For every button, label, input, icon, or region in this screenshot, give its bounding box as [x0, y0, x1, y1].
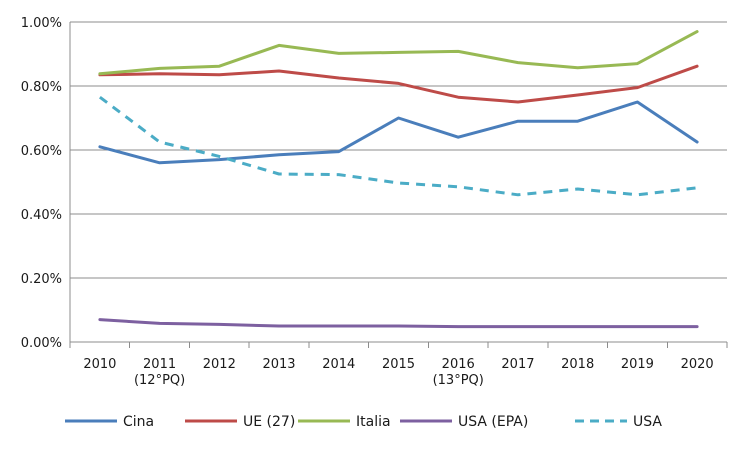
legend-label: Cina: [123, 414, 154, 430]
legend-label: Italia: [356, 414, 391, 430]
series-lines: [98, 30, 699, 329]
y-axis-tick-labels: 0.00% 0.20% 0.40% 0.60% 0.80% 1.00%: [21, 16, 62, 351]
y-tick-label: 0.00%: [21, 336, 62, 351]
x-tick-label: 2010: [83, 357, 116, 372]
x-tick-label: 2016: [442, 357, 475, 372]
x-tick-label: 2017: [501, 357, 534, 372]
y-tick-label: 0.40%: [21, 208, 62, 223]
axes: [69, 22, 728, 348]
y-tick-label: 0.60%: [21, 144, 62, 159]
legend-label: UE (27): [243, 414, 295, 430]
series-line-italia: [98, 30, 699, 76]
x-tick-label: 2020: [681, 357, 714, 372]
x-tick-label: 2019: [621, 357, 654, 372]
x-tick-label: (12°PQ): [134, 373, 185, 388]
x-tick-label: 2013: [262, 357, 295, 372]
x-tick-label: 2012: [203, 357, 236, 372]
series-line-ue-27: [98, 64, 699, 104]
y-tick-label: 0.80%: [21, 80, 62, 95]
x-tick-label: (13°PQ): [433, 373, 484, 388]
series-line-usa-epa: [98, 318, 699, 329]
y-tick-label: 1.00%: [21, 16, 62, 31]
series-line-cina: [98, 100, 699, 165]
x-tick-label: 2011: [143, 357, 176, 372]
gridlines: [70, 21, 727, 279]
legend-label: USA: [633, 414, 662, 430]
x-tick-label: 2014: [322, 357, 355, 372]
y-tick-label: 0.20%: [21, 272, 62, 287]
x-tick-label: 2018: [561, 357, 594, 372]
x-axis-tick-labels: 2010 2011(12°PQ) 2012 2013 2014 2015 2016(13°P…: [83, 357, 713, 388]
legend-label: USA (EPA): [458, 414, 528, 430]
legend: Cina UE (27) Italia USA (EPA) USA: [65, 414, 662, 430]
series-line-usa: [98, 96, 698, 197]
x-tick-label: 2015: [382, 357, 415, 372]
